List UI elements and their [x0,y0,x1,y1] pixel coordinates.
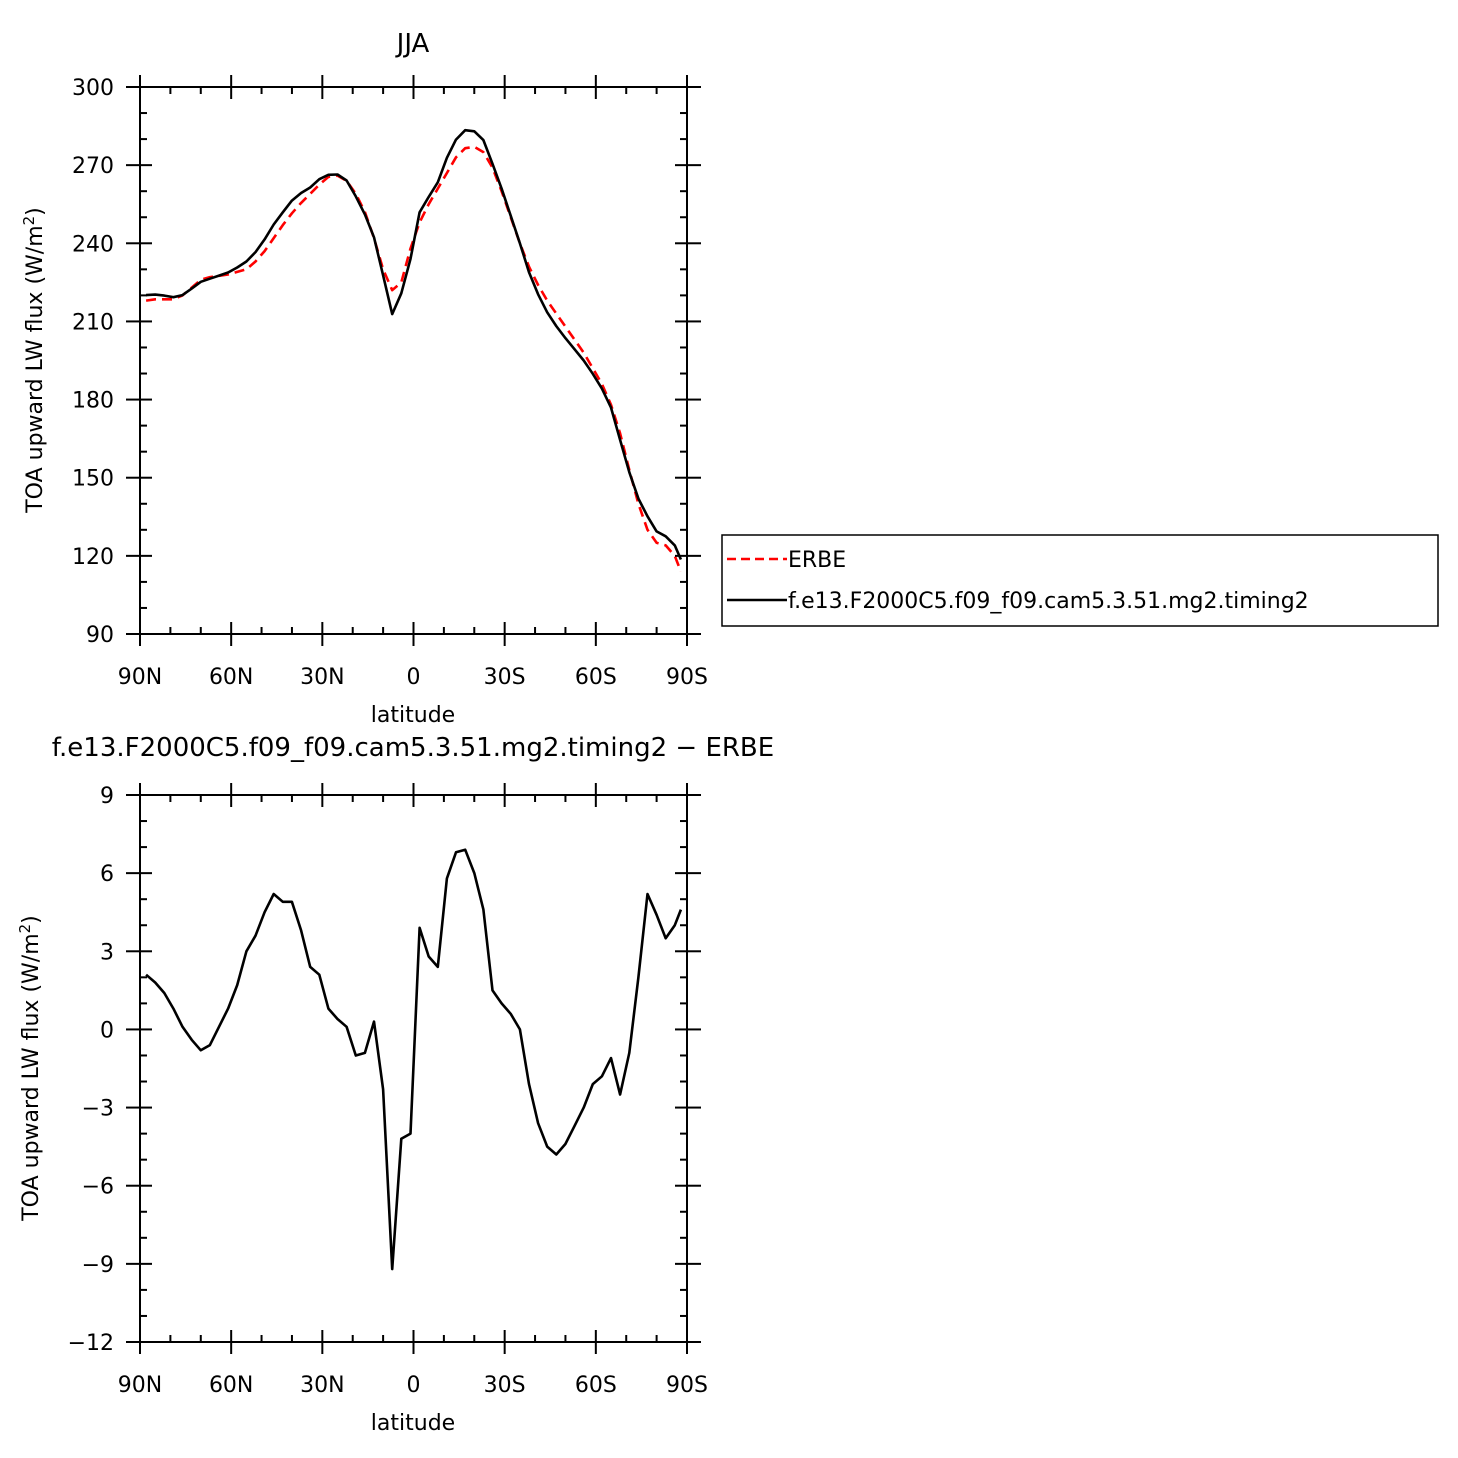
x-tick-label: 60N [209,1373,253,1398]
bottom-panel: f.e13.F2000C5.f09_f09.cam5.3.51.mg2.timi… [16,733,774,1436]
top-y-axis-title-close: ) [23,207,48,216]
bottom-axis-ticks [126,783,701,1354]
x-tick-label: 30S [484,665,526,690]
series-line-model [145,848,683,1271]
y-tick-label: 150 [72,467,114,492]
x-tick-label: 60S [575,1373,617,1398]
bottom-x-tick-labels: 90N 60N 30N 0 30S 60S 90S [118,1373,708,1398]
legend-label-model: f.e13.F2000C5.f09_f09.cam5.3.51.mg2.timi… [788,589,1309,614]
x-tick-label: 0 [407,1373,421,1398]
y-tick-label: 300 [72,76,114,101]
top-y-axis-title: TOA upward LW flux (W/m2) [20,207,48,514]
x-tick-label: 90N [118,665,162,690]
bottom-y-axis-title-sup: 2 [16,924,34,934]
y-tick-label: −12 [68,1331,114,1356]
x-tick-label: 90S [666,1373,708,1398]
x-tick-label: 90S [666,665,708,690]
legend: ERBE f.e13.F2000C5.f09_f09.cam5.3.51.mg2… [721,534,1439,627]
top-x-tick-labels: 90N 60N 30N 0 30S 60S 90S [118,665,708,690]
y-tick-label: −9 [82,1253,114,1278]
y-tick-label: 210 [72,310,114,335]
x-tick-label: 60S [575,665,617,690]
y-tick-label: 3 [100,940,114,965]
top-series-layer [145,128,683,572]
x-tick-label: 30N [300,1373,344,1398]
y-tick-label: 120 [72,545,114,570]
top-y-axis-title-main: TOA upward LW flux (W/m [23,225,48,513]
bottom-series-layer [145,848,683,1271]
top-plot-title: JJA [395,29,430,59]
x-tick-label: 90N [118,1373,162,1398]
series-line-erbe [145,145,683,572]
bottom-y-axis-title-main: TOA upward LW flux (W/m [19,933,44,1221]
y-tick-label: 6 [100,862,114,887]
top-axis-ticks [126,75,701,646]
bottom-y-tick-labels: −12 −9 −6 −3 0 3 6 9 [68,784,114,1356]
legend-box [721,534,1439,627]
y-tick-label: 270 [72,154,114,179]
y-tick-label: 240 [72,232,114,257]
top-panel: JJA 90N 60N 30N 0 30S 60S 90S 90 120 150 180 210 24… [20,29,1439,728]
bottom-x-axis-title: latitude [371,1411,455,1436]
top-y-tick-labels: 90 120 150 180 210 240 270 300 [72,76,114,648]
y-tick-label: 0 [100,1018,114,1043]
top-plot-frame [139,86,688,635]
legend-label-erbe: ERBE [788,548,846,573]
y-tick-label: 90 [86,623,114,648]
y-tick-label: −6 [82,1175,114,1200]
y-tick-label: −3 [82,1097,114,1122]
bottom-plot-title: f.e13.F2000C5.f09_f09.cam5.3.51.mg2.timi… [52,733,774,763]
top-y-axis-title-sup: 2 [20,216,38,226]
bottom-y-axis-title-close: ) [19,915,44,924]
bottom-y-axis-title: TOA upward LW flux (W/m2) [16,915,44,1222]
x-tick-label: 60N [209,665,253,690]
y-tick-label: 9 [100,784,114,809]
top-x-axis-title: latitude [371,703,455,728]
x-tick-label: 30S [484,1373,526,1398]
y-tick-label: 180 [72,389,114,414]
series-line-model [146,128,683,561]
x-tick-label: 0 [407,665,421,690]
x-tick-label: 30N [300,665,344,690]
